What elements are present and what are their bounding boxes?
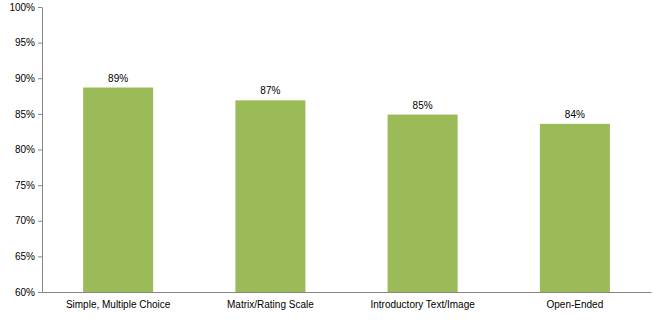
x-axis: Simple, Multiple Choice Matrix/Rating Sca… (43, 292, 652, 310)
data-label: 84% (565, 109, 585, 120)
y-tick: 70% (15, 215, 42, 226)
bar (388, 115, 458, 292)
x-tick: Introductory Text/Image (370, 292, 475, 310)
y-tick-mark (38, 221, 42, 222)
y-tick: 60% (15, 287, 42, 298)
y-tick-mark (38, 114, 42, 115)
x-tick: Simple, Multiple Choice (66, 292, 171, 310)
y-tick-mark (38, 7, 42, 8)
x-tick: Matrix/Rating Scale (227, 292, 314, 310)
data-label: 89% (108, 73, 128, 84)
bar (235, 100, 305, 292)
y-tick: 85% (15, 109, 42, 120)
y-tick: 95% (15, 37, 42, 48)
y-tick: 65% (15, 251, 42, 262)
y-tick-label: 80% (15, 144, 35, 155)
y-tick: 75% (15, 180, 42, 191)
y-tick-label: 95% (15, 37, 35, 48)
y-tick-label: 65% (15, 251, 35, 262)
y-axis-line (42, 8, 43, 293)
bar (540, 124, 610, 292)
y-tick-mark (38, 185, 42, 186)
y-tick-label: 60% (15, 287, 35, 298)
bars (83, 88, 610, 292)
y-tick: 100% (9, 2, 42, 13)
x-tick-label: Introductory Text/Image (370, 299, 475, 310)
y-tick-mark (38, 256, 42, 257)
y-axis: 60% 65% 70% 75% 80% 85% 90% 95% 100% (9, 2, 42, 298)
y-tick-label: 85% (15, 109, 35, 120)
chart: 60% 65% 70% 75% 80% 85% 90% 95% 100% Simple, Mult… (0, 0, 653, 323)
data-label: 85% (413, 100, 433, 111)
y-tick-label: 90% (15, 73, 35, 84)
y-tick-label: 70% (15, 215, 35, 226)
y-tick-mark (38, 43, 42, 44)
x-axis-line (43, 292, 652, 293)
x-tick: Open-Ended (547, 292, 604, 310)
x-tick-label: Simple, Multiple Choice (66, 299, 171, 310)
y-tick-label: 75% (15, 180, 35, 191)
x-tick-label: Matrix/Rating Scale (227, 299, 314, 310)
y-tick: 90% (15, 73, 42, 84)
data-label: 87% (260, 85, 280, 96)
y-tick-mark (38, 150, 42, 151)
y-tick-label: 100% (9, 2, 35, 13)
data-labels: 89% 87% 85% 84% (108, 73, 585, 120)
x-tick-label: Open-Ended (547, 299, 604, 310)
y-tick-mark (38, 292, 42, 293)
y-tick: 80% (15, 144, 42, 155)
bar (83, 88, 153, 292)
y-tick-mark (38, 78, 42, 79)
